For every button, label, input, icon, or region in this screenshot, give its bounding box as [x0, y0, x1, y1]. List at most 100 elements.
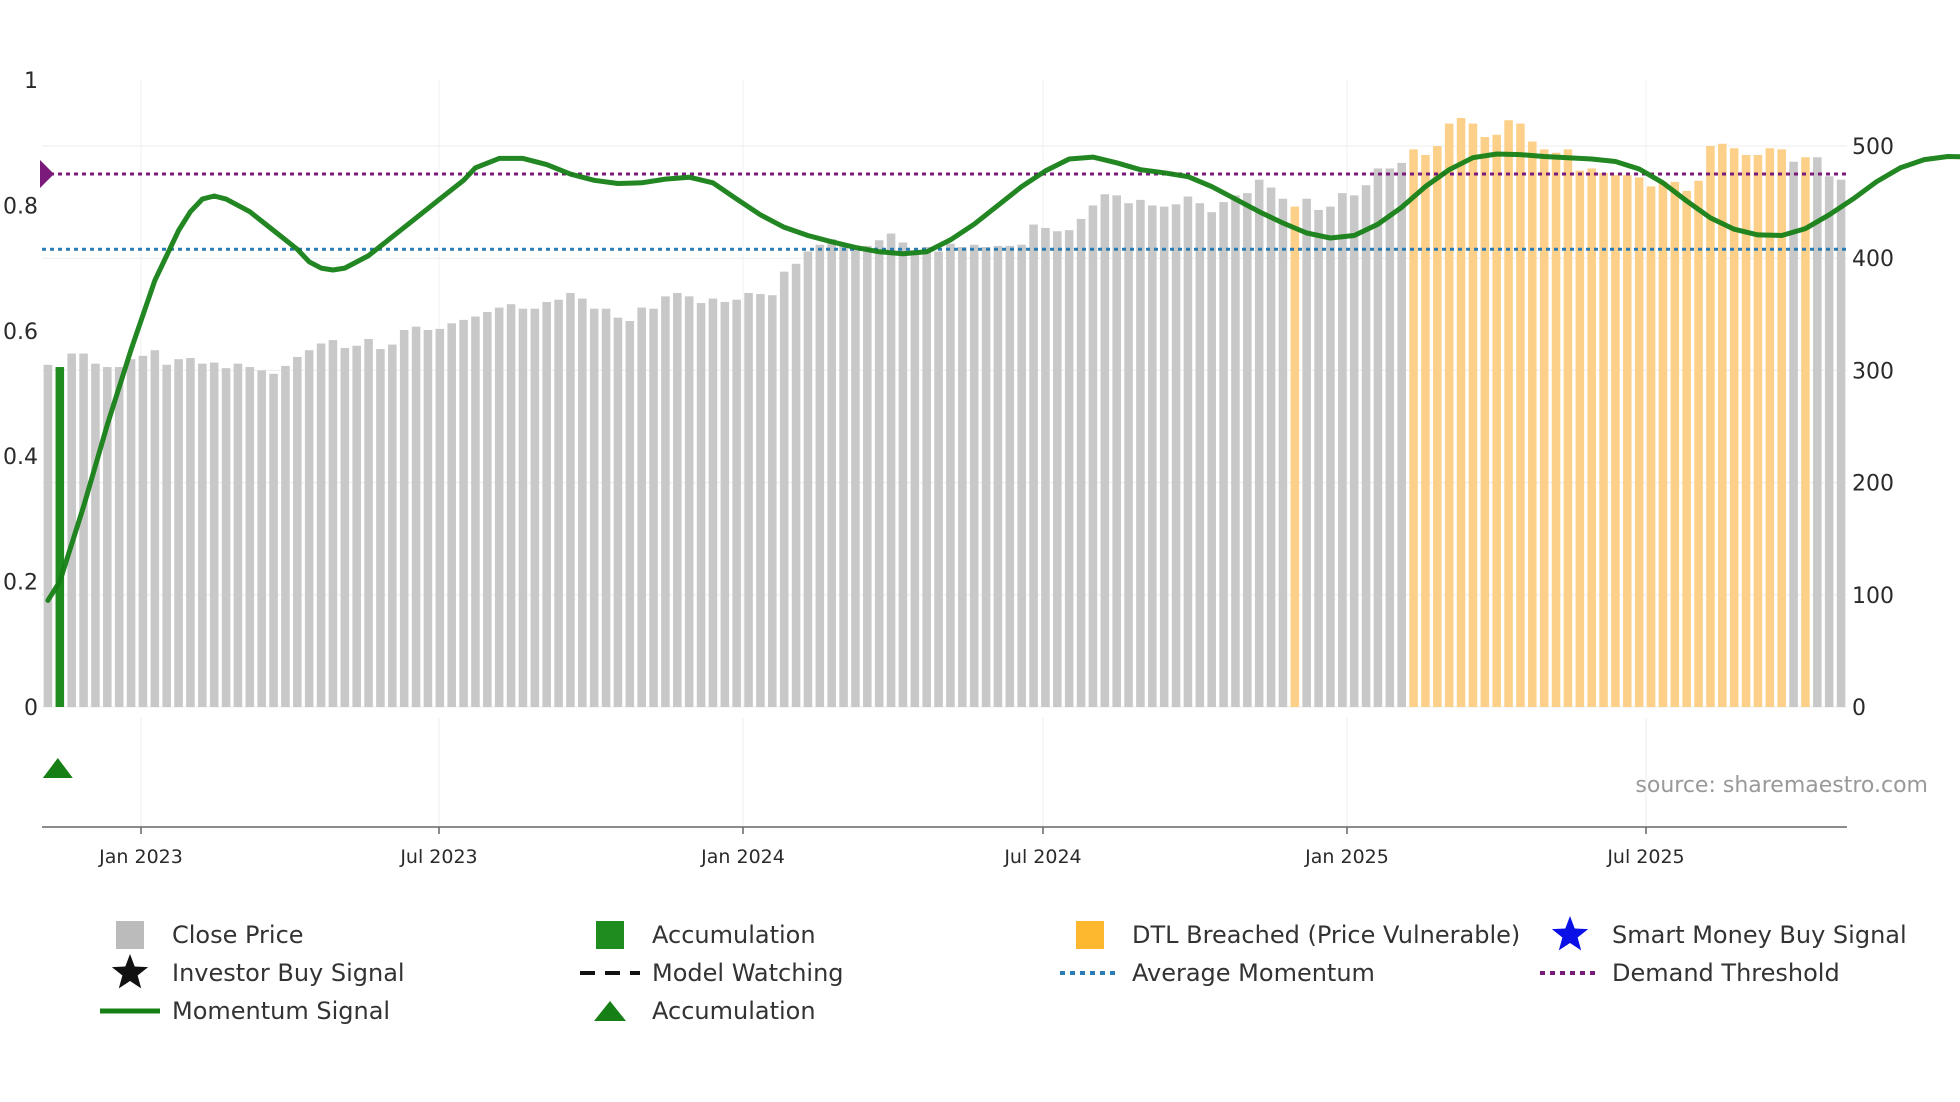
legend-label: Accumulation — [652, 997, 816, 1025]
price-bar — [684, 296, 694, 707]
legend-item: Momentum Signal — [100, 997, 390, 1025]
price-bar — [1741, 154, 1751, 708]
price-bar — [661, 296, 670, 707]
axes: Jan 2023 Jul 2023 Jan 2024 Jul 2024 Jan 2025… — [3, 69, 1894, 868]
price-bar — [114, 367, 124, 707]
legend-item: Close Price — [116, 921, 304, 949]
price-bar — [981, 246, 991, 708]
price-bar — [1159, 206, 1169, 707]
price-bar — [376, 349, 385, 707]
x-tick-label: Jan 2024 — [700, 846, 785, 868]
price-bar — [1433, 146, 1442, 707]
price-bar — [1551, 152, 1561, 708]
legend-item: Demand Threshold — [1540, 959, 1840, 987]
price-bar — [1029, 224, 1038, 708]
price-bar — [423, 330, 433, 707]
price-bar — [649, 308, 658, 707]
legend: Close Price Accumulation DTL Breached (Pri… — [100, 916, 1907, 1025]
price-bar — [1516, 123, 1525, 707]
price-bar — [1706, 146, 1715, 707]
price-bar — [269, 373, 278, 707]
price-bar — [1813, 157, 1822, 708]
left-tick-label: 0.6 — [3, 320, 38, 345]
price-bar — [530, 308, 540, 707]
price-bar — [1219, 202, 1228, 707]
price-bar — [186, 358, 195, 707]
price-bar — [1789, 161, 1798, 707]
price-bar — [293, 356, 302, 707]
price-bars — [43, 117, 1846, 708]
price-bar — [411, 326, 421, 707]
price-bar — [874, 240, 884, 707]
legend-square-icon — [596, 921, 624, 949]
price-bar — [958, 246, 967, 708]
right-tick-label: 200 — [1852, 472, 1894, 497]
price-bar — [1646, 186, 1656, 707]
price-bar — [1682, 190, 1691, 707]
right-tick-label: 400 — [1852, 247, 1894, 272]
price-bar — [352, 345, 361, 707]
price-bar — [1409, 149, 1418, 707]
source-note: source: sharemaestro.com — [1635, 773, 1928, 798]
price-bar — [257, 370, 266, 707]
price-bar — [447, 323, 456, 707]
x-tick-label: Jan 2025 — [1304, 846, 1389, 868]
price-bar — [720, 301, 730, 707]
price-bar — [1670, 181, 1680, 707]
price-bar — [696, 303, 706, 707]
legend-label: Model Watching — [652, 959, 844, 987]
signal-lines — [42, 151, 1960, 603]
price-bar — [328, 340, 338, 707]
left-tick-label: 0.2 — [3, 571, 38, 596]
legend-item: Model Watching — [580, 959, 844, 987]
price-bar — [768, 295, 777, 707]
price-bar — [459, 319, 468, 707]
price-bar — [1088, 205, 1098, 707]
right-tick-label: 500 — [1852, 135, 1894, 160]
price-bar — [79, 353, 88, 707]
price-bar — [1753, 154, 1763, 708]
price-bar — [1017, 244, 1026, 708]
price-bar — [969, 244, 979, 708]
legend-label: Average Momentum — [1132, 959, 1375, 987]
legend-label: Close Price — [172, 921, 304, 949]
price-bar — [43, 364, 53, 707]
legend-item: Accumulation — [596, 921, 816, 949]
legend-label: DTL Breached (Price Vulnerable) — [1132, 921, 1520, 949]
price-bar — [566, 292, 575, 707]
price-bar — [1278, 198, 1288, 708]
price-bar — [221, 368, 231, 707]
price-bar — [910, 250, 920, 707]
price-bar — [1112, 195, 1121, 707]
price-bar — [1266, 187, 1276, 707]
price-bar — [898, 242, 908, 708]
price-bar — [340, 347, 350, 707]
left-tick-label: 1 — [24, 69, 38, 94]
right-tick-label: 100 — [1852, 584, 1894, 609]
price-bar — [1302, 198, 1311, 708]
price-bar — [1005, 245, 1015, 708]
legend-item: Smart Money Buy Signal — [1551, 916, 1907, 951]
price-bar — [1207, 212, 1216, 707]
price-bar — [815, 244, 825, 708]
legend-label: Accumulation — [652, 921, 816, 949]
price-bar — [732, 299, 741, 707]
price-bar — [1100, 194, 1110, 707]
price-bar — [1729, 148, 1739, 708]
left-tick-label: 0.4 — [3, 445, 38, 470]
x-tick-label: Jul 2024 — [1003, 846, 1081, 868]
price-bar — [1587, 168, 1596, 707]
price-bar — [1492, 134, 1501, 707]
legend-label: Investor Buy Signal — [172, 959, 405, 987]
price-bar — [827, 239, 836, 707]
price-bar — [1575, 170, 1585, 707]
price-bar — [1136, 199, 1145, 708]
price-bar — [1611, 175, 1620, 708]
price-bar — [922, 246, 931, 708]
price-bar — [1801, 157, 1810, 708]
price-bar — [245, 367, 255, 707]
price-bar — [174, 359, 183, 707]
price-bar — [1326, 206, 1335, 707]
price-bar — [554, 299, 563, 707]
